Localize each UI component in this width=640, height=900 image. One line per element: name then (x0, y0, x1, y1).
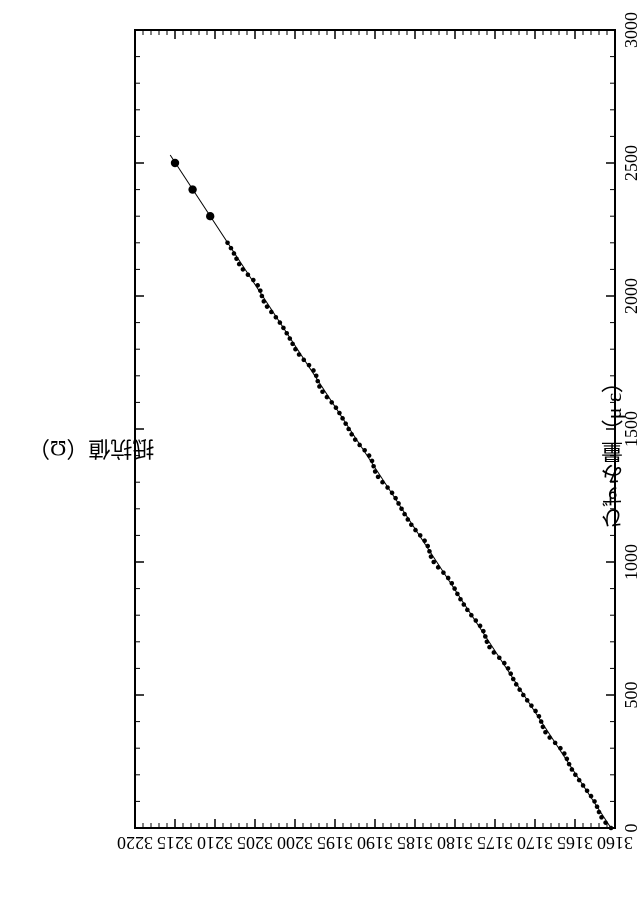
y-tick-label: 3200 (277, 832, 313, 853)
y-tick-label: 3175 (477, 832, 513, 853)
x-tick-label: 3000 (621, 12, 640, 48)
y-tick-label: 3160 (597, 832, 633, 853)
y-tick-label: 3220 (117, 832, 153, 853)
y-tick-label: 3190 (357, 832, 393, 853)
x-tick-label: 1000 (621, 544, 640, 580)
y-tick-label: 3170 (517, 832, 553, 853)
x-tick-label: 500 (621, 682, 640, 709)
y-tick-label: 3180 (437, 832, 473, 853)
y-tick-label: 3205 (237, 832, 273, 853)
y-axis-label: 抵抗値（Ω） (28, 434, 154, 466)
x-axis-label: ひずみ量（μ ε） (598, 371, 630, 530)
y-tick-label: 3210 (197, 832, 233, 853)
x-tick-label: 2000 (621, 278, 640, 314)
y-tick-label: 3185 (397, 832, 433, 853)
chart-container: ひずみ量（μ ε） 抵抗値（Ω） 05001000150020002500300… (0, 0, 640, 900)
y-tick-label: 3165 (557, 832, 593, 853)
x-tick-label: 2500 (621, 145, 640, 181)
y-tick-label: 3195 (317, 832, 353, 853)
page: ひずみ量（μ ε） 抵抗値（Ω） 05001000150020002500300… (0, 0, 640, 900)
y-tick-label: 3215 (157, 832, 193, 853)
x-tick-label: 1500 (621, 411, 640, 447)
